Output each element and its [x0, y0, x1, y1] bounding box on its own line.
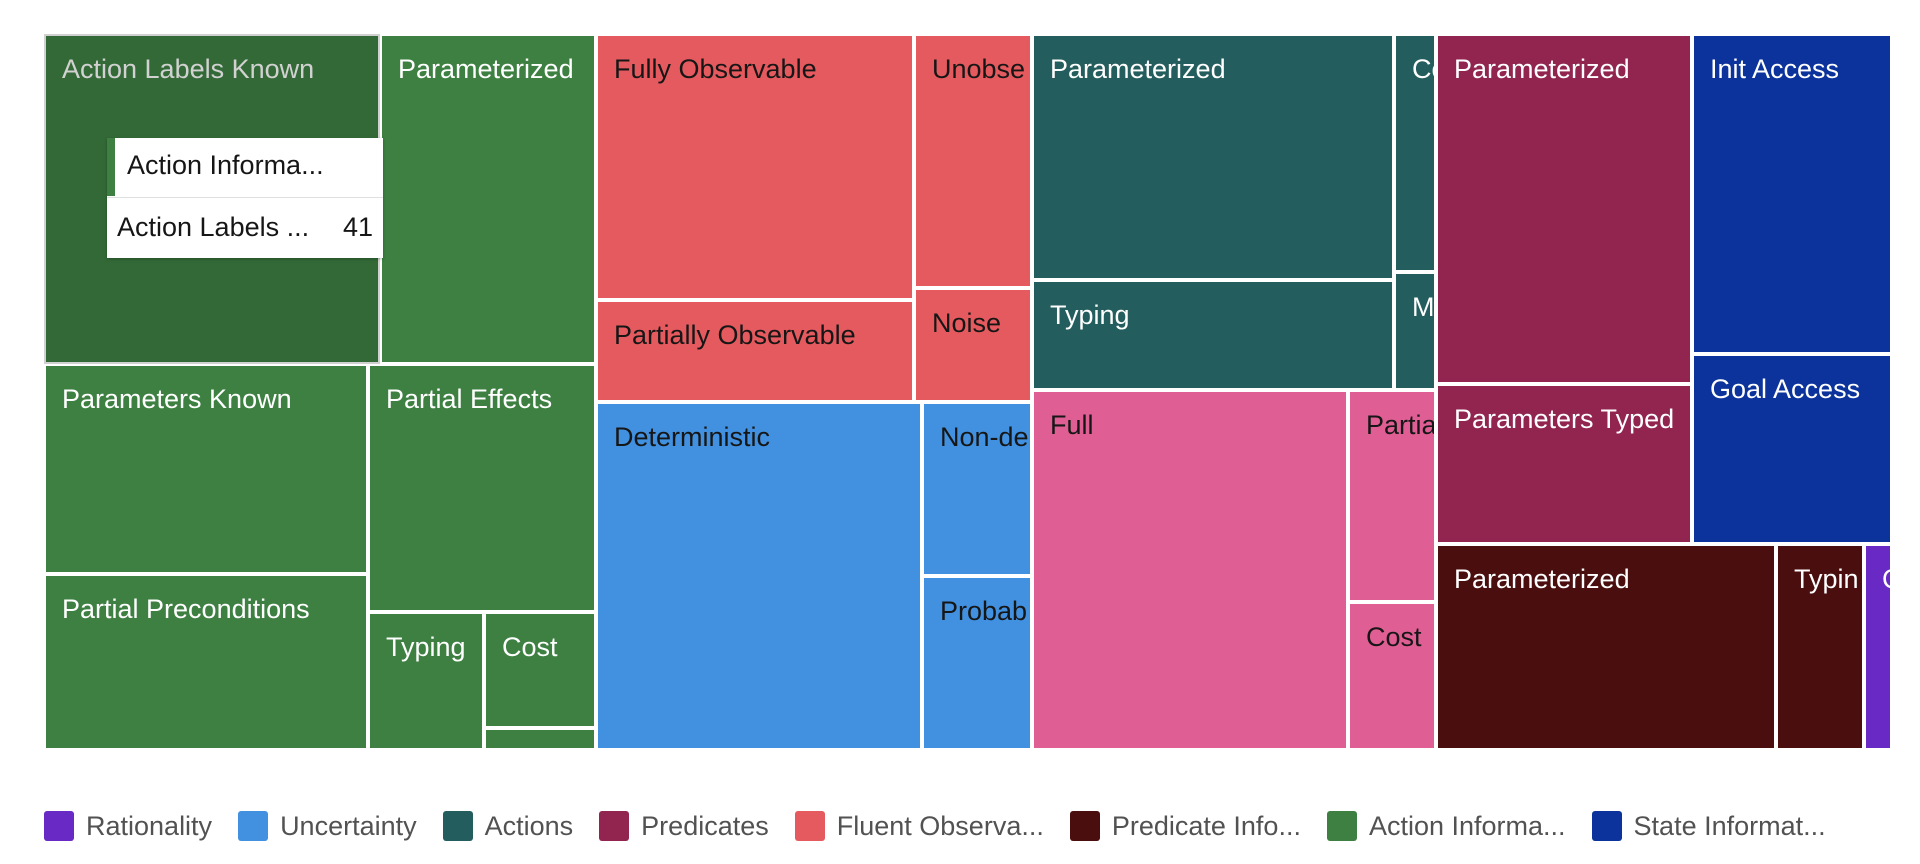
treemap-cell-parameters-typed[interactable]: Parameters Typed — [1436, 384, 1692, 544]
treemap-cell-label: Typing — [1050, 300, 1130, 330]
treemap-cell-typing[interactable]: Typing — [1032, 280, 1394, 390]
treemap-cell-typin[interactable]: Typin — [1776, 544, 1864, 750]
treemap-cell-label: Parameterized — [1454, 54, 1630, 84]
treemap-cell-parameters-known[interactable]: Parameters Known — [44, 364, 368, 574]
legend-item-predicates[interactable]: Predicates — [599, 811, 769, 842]
treemap-cell-label: Unobse — [932, 54, 1026, 84]
treemap-cell-label: Partial Preconditions — [62, 594, 310, 624]
treemap-chart: Action Labels Known Parameterized Paramete… — [44, 34, 1892, 750]
treemap-cell-parameterized[interactable]: Parameterized — [1436, 34, 1692, 384]
legend-item-uncertainty[interactable]: Uncertainty — [238, 811, 417, 842]
tooltip-header: Action Informa... — [107, 138, 383, 198]
treemap-cell-label: Co — [1412, 54, 1434, 84]
treemap-cell-label: Full — [1050, 410, 1094, 440]
treemap-cell-label: Typing — [386, 632, 466, 662]
treemap-cell-parameterized[interactable]: Parameterized — [1032, 34, 1394, 280]
treemap-cell-non-de[interactable]: Non-de — [922, 402, 1032, 576]
treemap-cell-partially-observable[interactable]: Partially Observable — [596, 300, 914, 402]
treemap-cell-label: Partia — [1366, 410, 1436, 440]
tooltip-item-name: Action Labels ... — [117, 212, 310, 242]
treemap-cell-unlabeled[interactable] — [484, 728, 596, 750]
treemap-cell-label: Parameters Typed — [1454, 404, 1675, 434]
treemap-cell-label: Goal Access — [1710, 374, 1861, 404]
treemap-cell-cost[interactable]: Cost — [484, 612, 596, 728]
treemap-cell-label: Parameterized — [1454, 564, 1630, 594]
legend-swatch — [1326, 811, 1357, 841]
treemap-cell-full[interactable]: Full — [1032, 390, 1348, 750]
treemap-cell-label: Noise — [932, 308, 1002, 338]
treemap-cell-co[interactable]: Co — [1394, 34, 1436, 272]
legend-label: Action Informa... — [1368, 810, 1566, 841]
treemap-cell-parameterized[interactable]: Parameterized — [380, 34, 596, 364]
treemap-cell-label: Probab — [940, 596, 1028, 626]
legend-label: Uncertainty — [280, 810, 417, 841]
legend-item-state-information[interactable]: State Informat... — [1591, 810, 1826, 842]
treemap-cell-label: Cost — [502, 632, 558, 662]
tooltip-group-name: Action Informa... — [127, 150, 324, 180]
legend-item-action-information[interactable]: Action Informa... — [1326, 810, 1566, 842]
chart-legend: Rationality Uncertainty Actions Predicates F… — [44, 806, 1826, 846]
treemap-cell-typing[interactable]: Typing — [368, 612, 484, 750]
treemap-cell-partial-preconditions[interactable]: Partial Preconditions — [44, 574, 368, 750]
legend-item-fluent-observability[interactable]: Fluent Observa... — [794, 810, 1044, 842]
treemap-cell-ma[interactable]: Ma — [1394, 272, 1436, 390]
treemap-cell-label: Partial Effects — [386, 384, 553, 414]
treemap-cell-label: Parameters Known — [62, 384, 292, 414]
treemap-cell-label: Non-de — [940, 422, 1029, 452]
legend-item-predicate-information[interactable]: Predicate Info... — [1069, 810, 1301, 842]
treemap-cell-deterministic[interactable]: Deterministic — [596, 402, 922, 750]
legend-swatch — [794, 811, 825, 841]
treemap-cell-label: Parameterized — [1050, 54, 1226, 84]
legend-swatch — [599, 811, 630, 841]
treemap-cell-label: Action Labels Known — [62, 54, 315, 84]
tooltip-item-value: 41 — [342, 212, 373, 242]
treemap-cell-partial-effects[interactable]: Partial Effects — [368, 364, 596, 612]
treemap-cell-label: Typin — [1794, 564, 1859, 594]
treemap-cell-goal-access[interactable]: Goal Access — [1692, 354, 1892, 544]
legend-swatch — [44, 811, 74, 841]
treemap-cell-label: Cost — [1366, 622, 1422, 652]
treemap-cell-noise[interactable]: Noise — [914, 288, 1032, 402]
treemap-cell-label: Partially Observable — [614, 320, 856, 350]
treemap-cell-parameterized[interactable]: Parameterized — [1436, 544, 1776, 750]
treemap-cell-c[interactable]: C — [1864, 544, 1892, 750]
treemap-cell-label: Deterministic — [614, 422, 771, 452]
legend-label: Actions — [484, 810, 574, 841]
legend-swatch — [442, 811, 473, 841]
legend-label: Predicates — [641, 810, 769, 841]
treemap-cell-partia[interactable]: Partia — [1348, 390, 1436, 602]
legend-item-rationality[interactable]: Rationality — [44, 811, 212, 842]
treemap-cell-label: Init Access — [1710, 54, 1840, 84]
legend-swatch — [1069, 811, 1100, 841]
tooltip-color-bar — [107, 138, 115, 196]
legend-item-actions[interactable]: Actions — [442, 810, 574, 842]
treemap-cell-init-access[interactable]: Init Access — [1692, 34, 1892, 354]
treemap-cell-label: Parameterized — [398, 54, 574, 84]
treemap-cell-label: C — [1882, 562, 1890, 596]
legend-label: Rationality — [86, 810, 213, 841]
chart-tooltip: Action Informa... Action Labels ... 41 — [107, 138, 383, 258]
legend-swatch — [238, 811, 269, 841]
treemap-cell-probab[interactable]: Probab — [922, 576, 1032, 750]
treemap-cell-label: Fully Observable — [614, 54, 817, 84]
treemap-cell-cost[interactable]: Cost — [1348, 602, 1436, 750]
legend-swatch — [1591, 811, 1622, 841]
legend-label: Fluent Observa... — [836, 810, 1044, 841]
legend-label: State Informat... — [1633, 810, 1826, 841]
legend-label: Predicate Info... — [1111, 810, 1301, 841]
treemap-cell-unobse[interactable]: Unobse — [914, 34, 1032, 288]
treemap-cell-fully-observable[interactable]: Fully Observable — [596, 34, 914, 300]
treemap-cell-label: Ma — [1412, 292, 1435, 322]
